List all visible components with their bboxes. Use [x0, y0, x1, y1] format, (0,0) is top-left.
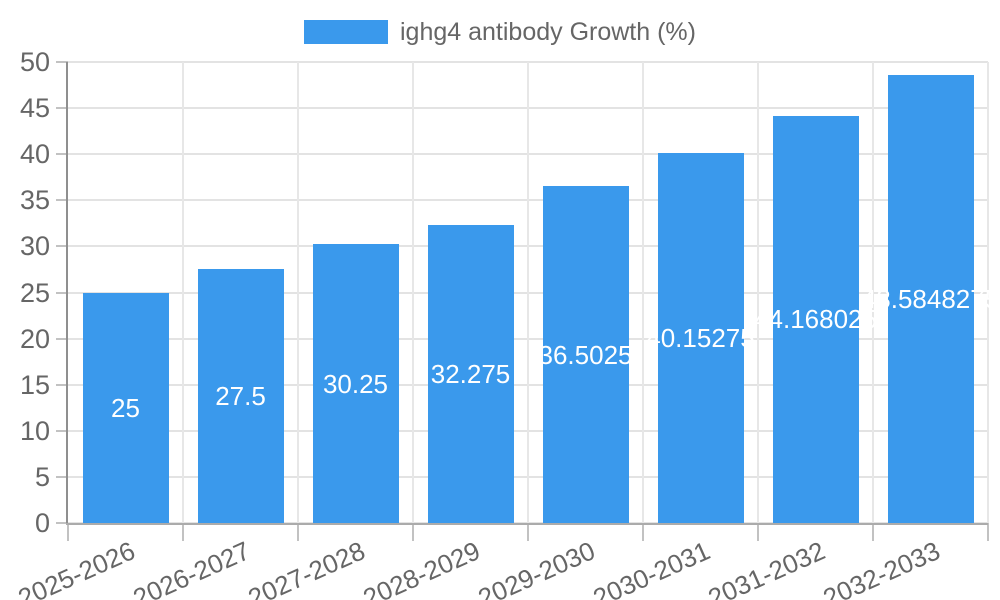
x-tick-label: 2029-2030: [473, 535, 600, 600]
x-tick: [297, 523, 299, 541]
bar-value-label: 25: [111, 392, 140, 423]
y-tick-label: 40: [19, 139, 50, 170]
y-tick-label: 20: [19, 323, 50, 354]
y-tick: [56, 429, 68, 432]
x-tick-label: 2026-2027: [128, 535, 255, 600]
y-tick-label: 10: [19, 415, 50, 446]
bar-2028-2029[interactable]: [427, 225, 514, 523]
y-tick: [56, 383, 68, 386]
y-tick: [56, 61, 68, 63]
x-tick: [182, 523, 184, 541]
bar-value-label: 44.168025: [754, 304, 877, 335]
x-tick: [757, 523, 759, 541]
x-gridline: [182, 62, 184, 523]
y-axis-line: [66, 62, 68, 523]
bar-2027-2028[interactable]: [312, 244, 399, 523]
x-tick-label: 2031-2032: [703, 535, 830, 600]
y-tick: [56, 337, 68, 340]
bar-value-label: 32.275: [430, 359, 511, 390]
y-tick-label: 25: [19, 277, 50, 308]
bar-2030-2031[interactable]: [657, 152, 744, 523]
x-tick: [412, 523, 414, 541]
legend[interactable]: ighg4 antibody Growth (%): [0, 18, 1000, 46]
y-tick-label: 15: [19, 369, 50, 400]
x-tick: [67, 523, 69, 541]
x-gridline: [757, 62, 759, 523]
x-tick-label: 2030-2031: [588, 535, 715, 600]
bar-2025-2026[interactable]: [82, 292, 169, 523]
x-tick-label: 2025-2026: [13, 535, 140, 600]
x-gridline: [987, 62, 989, 523]
bar-value-label: 30.25: [322, 368, 389, 399]
x-tick: [527, 523, 529, 541]
bar-2026-2027[interactable]: [197, 269, 284, 523]
y-tick: [56, 291, 68, 294]
y-tick: [56, 107, 68, 110]
x-tick: [872, 523, 874, 541]
x-tick: [642, 523, 644, 541]
bar-2032-2033[interactable]: [887, 75, 974, 523]
x-gridline: [412, 62, 414, 523]
bar-value-label: 36.5025: [538, 339, 633, 370]
x-tick-label: 2032-2033: [818, 535, 945, 600]
x-gridline: [642, 62, 644, 523]
x-gridline: [527, 62, 529, 523]
x-axis-line: [66, 523, 988, 525]
y-tick: [56, 199, 68, 202]
y-tick-label: 0: [34, 508, 50, 538]
y-tick-label: 5: [34, 461, 50, 492]
legend-label[interactable]: ighg4 antibody Growth (%): [400, 18, 696, 46]
bar-2031-2032[interactable]: [772, 115, 859, 523]
x-gridline: [872, 62, 874, 523]
bar-value-label: 27.5: [215, 381, 266, 412]
bar-value-label: 48.5848275: [861, 284, 1000, 315]
y-tick-label: 35: [19, 185, 50, 216]
y-tick: [56, 153, 68, 156]
y-tick: [56, 245, 68, 248]
x-gridline: [297, 62, 299, 523]
bar-2029-2030[interactable]: [542, 186, 629, 523]
y-tick-label: 30: [19, 231, 50, 262]
y-tick-label: 50: [19, 47, 50, 77]
bar-value-label: 40.15275: [646, 322, 755, 353]
x-tick-label: 2027-2028: [243, 535, 370, 600]
y-tick: [56, 522, 68, 524]
x-tick: [987, 523, 989, 541]
x-tick-label: 2028-2029: [358, 535, 485, 600]
y-tick: [56, 475, 68, 478]
y-tick-label: 45: [19, 93, 50, 124]
legend-swatch-icon[interactable]: [304, 20, 388, 44]
